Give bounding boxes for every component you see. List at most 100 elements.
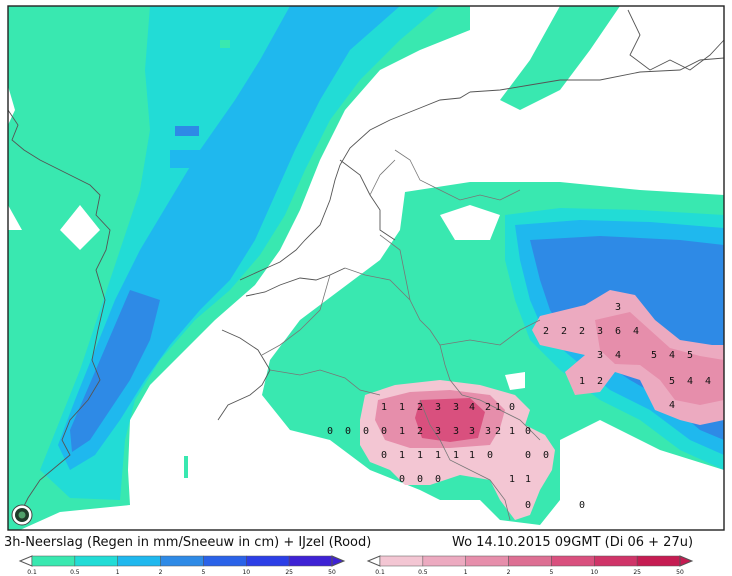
caption-right: Wo 14.10.2015 09GMT (Di 06 + 27u) — [452, 535, 693, 550]
legend-red-swatch — [551, 555, 595, 567]
ice-value-cell: 1 — [495, 402, 501, 413]
legend-red-swatch — [422, 555, 466, 567]
ice-value-cell: 2 — [597, 376, 603, 387]
legend-red-tick-label: 1 — [464, 569, 468, 576]
precip-gap-3 — [8, 86, 15, 125]
ice-value-cell: 1 — [399, 450, 405, 461]
legend-blue-tick-label: 0.1 — [27, 569, 37, 576]
ice-value-cell: 0 — [525, 450, 531, 461]
legend-blue-tick-label: 50 — [328, 569, 336, 576]
legend-blue-tick-label: 1 — [116, 569, 120, 576]
ice-value-cell: 4 — [633, 326, 639, 337]
country-borders — [261, 149, 541, 521]
legend-red-tick-label: 25 — [633, 569, 641, 576]
ice-value-cell: 2 — [561, 326, 567, 337]
legend-red-tick-label: 5 — [550, 569, 554, 576]
legend-red-arrow-right — [679, 555, 694, 567]
ice-value-cell: 2 — [485, 402, 491, 413]
legend-red-tick-label: 10 — [590, 569, 598, 576]
ice-value-cell: 2 — [417, 402, 423, 413]
ice-value-cell: 0 — [381, 450, 387, 461]
ice-value-cell: 0 — [579, 500, 585, 511]
ice-value-cell: 1 — [453, 450, 459, 461]
ice-value-cell: 2 — [543, 326, 549, 337]
ice-value-cell: 2 — [417, 426, 423, 437]
legend-blue-swatch — [288, 555, 333, 567]
legend-red-tick-label: 0.5 — [418, 569, 428, 576]
precip-area-low-north — [500, 6, 620, 110]
precip-gap-2 — [60, 205, 100, 250]
legend-red-arrow-left — [366, 555, 381, 567]
ice-value-cell: 1 — [399, 402, 405, 413]
ice-value-cell: 0 — [399, 474, 405, 485]
ice-value-cell: 4 — [669, 400, 675, 411]
station-marker-icon — [11, 504, 33, 526]
legend-red-swatch — [379, 555, 424, 567]
precip-cell-small-4 — [220, 40, 230, 48]
ice-value-cell: 1 — [579, 376, 585, 387]
legend-blue-arrow-right — [331, 555, 346, 567]
ice-value-cell: 0 — [363, 426, 369, 437]
ice-value-cell: 0 — [345, 426, 351, 437]
legend-red-swatch — [508, 555, 552, 567]
ice-value-cell: 5 — [669, 376, 675, 387]
precip-gap-east-1 — [440, 205, 500, 240]
ice-value-cell: 0 — [525, 426, 531, 437]
legend-blue-swatch — [31, 555, 76, 567]
legend-blue-swatch — [117, 555, 161, 567]
legend-red-swatch — [636, 555, 681, 567]
ice-value-cell: 0 — [327, 426, 333, 437]
ice-value-cell: 0 — [435, 474, 441, 485]
ice-value-cells: 32 2 2 3 6 43 4 5 4 51 2 5 4 441 1 2 3 3 4 2 1 00 0 0 0 1 2 3 3 3 3 2 1 0… — [327, 302, 711, 511]
caption-left: 3h-Neerslag (Regen in mm/Sneeuw in cm) +… — [4, 535, 371, 550]
ice-value-cell: 3 — [453, 426, 459, 437]
ice-value-cell: 2 — [495, 426, 501, 437]
coastlines — [7, 9, 725, 511]
ice-value-cell: 1 — [399, 426, 405, 437]
legend-blue-tick-label: 2 — [159, 569, 163, 576]
ice-value-cell: 0 — [381, 426, 387, 437]
ice-value-cell: 1 — [417, 450, 423, 461]
ice-value-cell: 4 — [687, 376, 693, 387]
legend-red-tick-label: 0.1 — [375, 569, 385, 576]
ice-value-cell: 1 — [381, 402, 387, 413]
ice-value-cell: 3 — [615, 302, 621, 313]
ice-value-cell: 3 — [597, 326, 603, 337]
ice-value-cell: 4 — [615, 350, 621, 361]
legend-blue-tick-label: 0.5 — [70, 569, 80, 576]
legend-blue-swatch — [246, 555, 290, 567]
legend-blue-precip: 0.1 0.5 1 2 5 10 25 50 — [18, 555, 346, 576]
legend-blue-tick-label: 25 — [285, 569, 293, 576]
ice-area-central-peak — [415, 398, 485, 442]
ice-value-cell: 0 — [417, 474, 423, 485]
ice-value-cell: 1 — [509, 474, 515, 485]
ice-value-cell: 3 — [597, 350, 603, 361]
ice-value-cell: 3 — [435, 426, 441, 437]
ice-value-cell: 3 — [453, 402, 459, 413]
precip-gap-east-2 — [505, 372, 525, 390]
legend-blue-arrow-left — [18, 555, 33, 567]
legend-red-swatch — [465, 555, 509, 567]
ice-value-cell: 0 — [509, 402, 515, 413]
legend-blue-tick-label: 5 — [202, 569, 206, 576]
precip-cell-small-1 — [175, 126, 199, 136]
precip-area-darkblue — [70, 290, 160, 452]
legend-blue-tick-label: 10 — [242, 569, 250, 576]
ice-value-cell: 1 — [469, 450, 475, 461]
ice-value-cell: 3 — [435, 402, 441, 413]
legend-blue-swatch — [74, 555, 118, 567]
map-frame — [7, 5, 725, 531]
ice-value-cell: 0 — [487, 450, 493, 461]
precip-cell-small-2 — [170, 150, 200, 168]
ice-value-cell: 4 — [669, 350, 675, 361]
legend-blue-swatch — [160, 555, 204, 567]
ice-value-cell: 4 — [469, 402, 475, 413]
ice-area-east-core — [595, 312, 724, 405]
ice-value-cell: 1 — [435, 450, 441, 461]
ice-value-cell: 0 — [543, 450, 549, 461]
ice-value-cell: 5 — [651, 350, 657, 361]
ice-value-cell: 3 — [469, 426, 475, 437]
ice-value-cell: 1 — [509, 426, 515, 437]
ice-value-cell: 6 — [615, 326, 621, 337]
